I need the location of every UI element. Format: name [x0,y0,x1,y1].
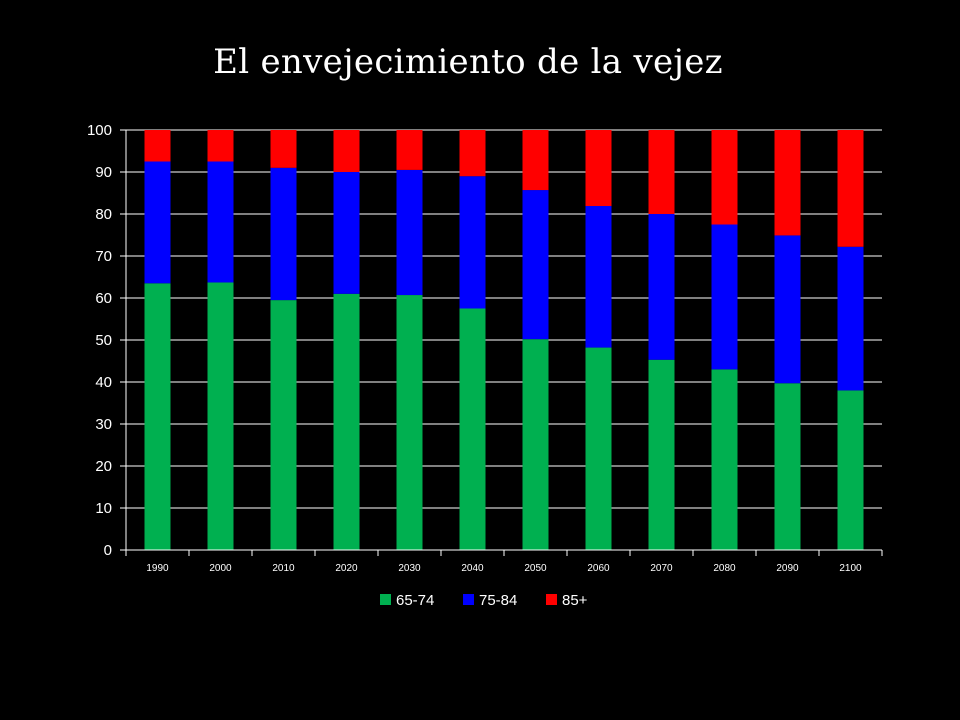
x-tick-label: 2030 [398,563,421,574]
legend: 65-74 75-84 85+ [380,592,588,609]
bar-75-84-2030 [396,169,423,296]
bar-75-84-2010 [270,167,297,301]
y-tick-label: 20 [95,458,112,475]
x-tick-label: 2080 [713,563,736,574]
x-tick-label: 2020 [335,563,358,574]
legend-label: 85+ [562,592,588,609]
legend-swatch-85+ [546,594,557,605]
bar-65-74-2060 [585,347,612,550]
bar-85+-2010 [270,130,297,168]
x-tick-label: 2100 [839,563,862,574]
bar-85+-2000 [207,130,234,162]
x-tick-label: 2000 [209,563,232,574]
bar-75-84-2060 [585,206,612,348]
bar-65-74-1990 [144,283,171,550]
bar-65-74-2040 [459,308,486,550]
y-tick-label: 0 [104,542,112,559]
chart-title: El envejecimiento de la vejez [213,42,723,82]
bar-65-74-2020 [333,293,360,550]
bar-65-74-2000 [207,282,234,550]
bar-85+-2060 [585,130,612,207]
bar-65-74-2080 [711,369,738,550]
y-tick-label: 30 [95,416,112,433]
x-tick-label: 2090 [776,563,799,574]
bar-75-84-2100 [837,246,864,391]
y-tick-label: 10 [95,500,112,517]
x-tick-label: 2040 [461,563,484,574]
bar-85+-2080 [711,130,738,225]
y-tick-label: 90 [95,164,112,181]
bar-75-84-2020 [333,172,360,294]
bar-65-74-2010 [270,300,297,550]
bar-75-84-2080 [711,224,738,370]
x-tick-label: 1990 [146,563,169,574]
axes [120,129,883,556]
bar-85+-2090 [774,130,801,236]
bar-85+-2030 [396,130,423,170]
bar-85+-2020 [333,130,360,172]
y-tick-label: 100 [87,122,112,139]
legend-swatch-65-74 [380,594,391,605]
bar-65-74-2070 [648,359,675,550]
bar-85+-1990 [144,130,171,162]
bar-65-74-2090 [774,383,801,550]
gridlines [126,129,882,509]
bar-65-74-2050 [522,339,549,550]
y-tick-label: 40 [95,374,112,391]
bar-85+-2100 [837,130,864,247]
bar-75-84-2050 [522,190,549,340]
y-tick-label: 60 [95,290,112,307]
x-tick-label: 2050 [524,563,547,574]
bar-75-84-2090 [774,235,801,384]
y-tick-label: 80 [95,206,112,223]
bar-85+-2070 [648,130,675,214]
bar-65-74-2030 [396,295,423,550]
bar-75-84-1990 [144,161,171,284]
y-tick-label: 50 [95,332,112,349]
bar-65-74-2100 [837,390,864,550]
bar-75-84-2070 [648,214,675,360]
x-tick-label: 2070 [650,563,673,574]
legend-label: 75-84 [479,592,517,609]
bar-85+-2040 [459,130,486,177]
bar-75-84-2040 [459,176,486,309]
bar-75-84-2000 [207,161,234,283]
y-tick-label: 70 [95,248,112,265]
x-tick-label: 2010 [272,563,295,574]
bar-85+-2050 [522,130,549,191]
bars [144,130,864,550]
legend-swatch-75-84 [463,594,474,605]
x-tick-label: 2060 [587,563,610,574]
legend-label: 65-74 [396,592,434,609]
